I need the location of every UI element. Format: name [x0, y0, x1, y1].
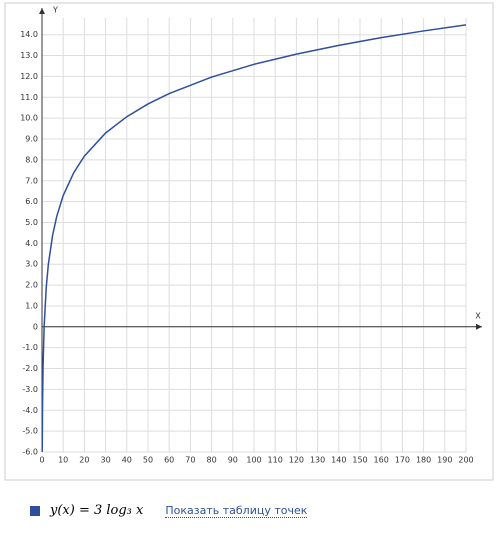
legend-label: y(x) = 3 log₃ x — [50, 503, 144, 518]
y-tick-label: -4.0 — [22, 406, 38, 415]
y-axis-label: Y — [52, 6, 58, 15]
x-tick-label: 200 — [458, 456, 473, 465]
x-tick-label: 140 — [331, 456, 346, 465]
x-tick-label: 90 — [228, 456, 238, 465]
x-tick-label: 100 — [246, 456, 261, 465]
y-tick-label: -3.0 — [22, 385, 38, 394]
x-tick-label: 20 — [79, 456, 89, 465]
x-tick-label: 70 — [185, 456, 195, 465]
x-axis-label: X — [475, 312, 481, 321]
frame — [4, 2, 494, 481]
y-tick-label: 11.0 — [20, 93, 38, 102]
x-axis-arrow — [476, 323, 482, 330]
x-tick-label: 120 — [289, 456, 304, 465]
x-tick-label: 110 — [268, 456, 283, 465]
x-tick-label: 180 — [416, 456, 431, 465]
y-tick-label: -5.0 — [22, 427, 38, 436]
legend-swatch — [30, 505, 40, 516]
y-tick-label: -1.0 — [22, 343, 38, 352]
x-tick-label: 30 — [101, 456, 111, 465]
y-axis-arrow — [39, 8, 45, 14]
y-tick-label: 9.0 — [25, 135, 38, 144]
y-tick-label: 2.0 — [25, 281, 38, 290]
y-tick-label: 10.0 — [20, 114, 38, 123]
x-tick-label: 160 — [374, 456, 389, 465]
x-tick-label: 170 — [395, 456, 410, 465]
y-tick-label: 8.0 — [25, 155, 38, 164]
y-tick-label: -2.0 — [22, 364, 38, 373]
y-tick-label: 13.0 — [20, 51, 38, 60]
y-tick-label: 0 — [33, 322, 38, 331]
y-tick-label: 12.0 — [20, 72, 38, 81]
x-tick-label: 150 — [352, 456, 367, 465]
x-tick-label: 50 — [143, 456, 153, 465]
y-tick-label: 5.0 — [25, 218, 38, 227]
y-tick-label: -6.0 — [22, 448, 38, 457]
x-tick-label: 10 — [58, 456, 68, 465]
y-tick-label: 7.0 — [25, 176, 38, 185]
x-tick-label: 0 — [39, 456, 44, 465]
x-tick-label: 190 — [437, 456, 452, 465]
x-tick-label: 130 — [310, 456, 325, 465]
show-table-link[interactable]: Показать таблицу точек — [165, 503, 308, 518]
x-tick-label: 60 — [164, 456, 174, 465]
y-tick-label: 6.0 — [25, 197, 38, 206]
y-tick-label: 1.0 — [25, 301, 38, 310]
y-tick-label: 3.0 — [25, 260, 38, 269]
y-tick-label: 14.0 — [20, 30, 38, 39]
series-line — [41, 24, 467, 452]
legend: y(x) = 3 log₃ x Показать таблицу точек — [30, 503, 308, 518]
x-tick-label: 40 — [122, 456, 132, 465]
y-tick-label: 4.0 — [25, 239, 38, 248]
x-tick-label: 80 — [207, 456, 217, 465]
